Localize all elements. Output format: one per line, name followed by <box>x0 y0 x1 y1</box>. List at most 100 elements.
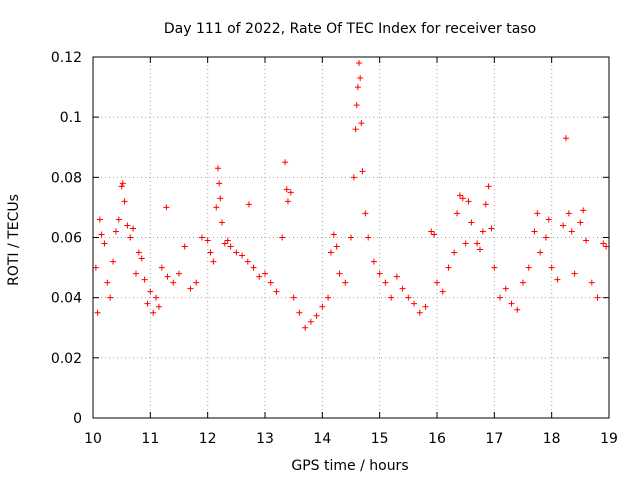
data-point <box>176 270 182 277</box>
data-point <box>302 324 309 331</box>
data-point <box>104 279 111 286</box>
data-point <box>485 183 492 190</box>
x-tick-label: 17 <box>485 431 503 447</box>
data-point <box>290 294 297 301</box>
data-point <box>359 168 366 175</box>
data-point <box>588 279 595 286</box>
data-point <box>352 126 359 133</box>
data-point <box>474 240 481 247</box>
data-point <box>370 258 377 265</box>
x-tick-label: 11 <box>141 431 159 447</box>
data-point <box>583 237 590 244</box>
data-point <box>465 198 472 205</box>
data-point <box>348 234 354 241</box>
chart-title: Day 111 of 2022, Rate Of TEC Index for r… <box>164 21 536 37</box>
data-point <box>147 288 154 295</box>
data-point <box>462 240 469 247</box>
data-point <box>138 255 145 262</box>
data-point <box>382 279 389 286</box>
data-point <box>577 219 584 226</box>
data-point <box>431 231 438 238</box>
y-tick-label: 0.1 <box>60 110 82 126</box>
data-point <box>356 60 363 67</box>
x-tick-label: 10 <box>84 431 102 447</box>
data-point <box>164 273 171 280</box>
data-point <box>563 135 569 142</box>
data-point <box>405 294 412 301</box>
data-point <box>336 270 343 277</box>
data-point <box>150 309 157 316</box>
data-point <box>124 222 131 229</box>
data-point <box>342 279 349 286</box>
data-point <box>542 234 549 241</box>
data-point <box>422 303 429 310</box>
data-point <box>376 270 383 277</box>
data-point <box>227 243 234 250</box>
data-point <box>216 180 223 187</box>
data-point <box>451 249 458 256</box>
data-point <box>456 192 463 199</box>
y-tick-label: 0.04 <box>51 291 82 307</box>
y-tick-label: 0 <box>73 411 82 427</box>
data-point <box>155 303 162 310</box>
data-point <box>187 285 194 292</box>
data-point <box>497 294 504 301</box>
data-point <box>107 294 114 301</box>
y-tick-label: 0.12 <box>51 50 82 66</box>
data-point <box>565 210 572 217</box>
data-point <box>193 279 200 286</box>
data-point <box>428 228 435 235</box>
y-tick-labels: 0 0.02 0.04 0.06 0.08 0.1 0.12 <box>51 50 82 427</box>
data-point <box>330 231 337 238</box>
data-point <box>399 285 406 292</box>
data-point <box>204 237 211 244</box>
data-point <box>219 219 225 226</box>
data-point <box>296 309 303 316</box>
data-point <box>112 228 119 235</box>
data-point <box>307 318 314 325</box>
data-point <box>110 258 117 265</box>
data-point <box>287 189 294 196</box>
data-point <box>393 273 400 280</box>
data-point <box>319 303 326 310</box>
data-point <box>454 210 461 217</box>
data-point <box>459 195 466 202</box>
data-point <box>508 300 515 307</box>
data-point <box>92 264 99 271</box>
x-axis-title: GPS time / hours <box>291 458 408 474</box>
data-point <box>468 219 475 226</box>
data-points <box>92 60 610 331</box>
data-point <box>571 270 578 277</box>
data-point <box>520 279 526 286</box>
data-point <box>217 195 224 202</box>
data-point <box>365 234 372 241</box>
data-point <box>127 234 134 241</box>
data-point <box>548 264 555 271</box>
data-point <box>514 306 521 313</box>
data-point <box>333 243 340 250</box>
data-point <box>313 312 320 319</box>
data-point <box>445 264 452 271</box>
grid-lines <box>93 57 609 418</box>
data-point <box>133 270 139 277</box>
data-point <box>121 198 128 205</box>
data-point <box>479 228 486 235</box>
data-point <box>568 228 575 235</box>
data-point <box>358 120 365 127</box>
data-point <box>210 258 217 265</box>
data-point <box>267 279 274 286</box>
data-point <box>434 279 440 286</box>
data-point <box>327 249 334 256</box>
data-point <box>482 201 489 208</box>
data-point <box>118 183 125 190</box>
data-point <box>239 252 246 259</box>
data-point <box>181 243 188 250</box>
x-tick-label: 19 <box>600 431 618 447</box>
data-point <box>362 210 369 217</box>
data-point <box>213 204 220 211</box>
data-point <box>141 276 148 283</box>
data-point <box>491 264 498 271</box>
data-point <box>163 204 170 211</box>
y-tick-label: 0.02 <box>51 351 82 367</box>
data-point <box>353 102 360 109</box>
